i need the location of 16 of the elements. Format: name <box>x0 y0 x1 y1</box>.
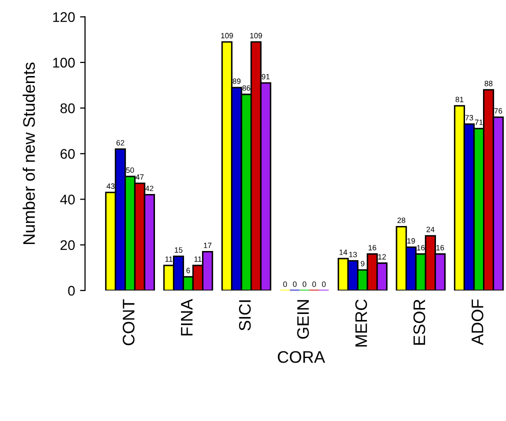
y-tick-label: 80 <box>60 103 75 114</box>
y-tick-label: 40 <box>60 194 75 204</box>
x-tick-label: FINA <box>181 298 192 336</box>
y-tick-label: 120 <box>53 12 75 22</box>
x-tick-label: ADOF <box>472 299 484 346</box>
y-axis-title: Number of new Students <box>22 62 35 244</box>
x-tick-label: CONT <box>122 299 135 346</box>
x-tick-label: ESOR <box>413 300 426 345</box>
y-tick-label: 0 <box>68 286 75 296</box>
x-tick-label: MERC <box>355 299 368 347</box>
x-tick-label: GEIN <box>297 300 309 339</box>
y-tick-label: 20 <box>60 240 75 250</box>
y-tick-label: 100 <box>53 58 75 68</box>
y-tick-label: 60 <box>60 149 75 159</box>
x-tick-label: SICI <box>238 300 251 330</box>
x-axis-title: CORA <box>278 351 326 363</box>
